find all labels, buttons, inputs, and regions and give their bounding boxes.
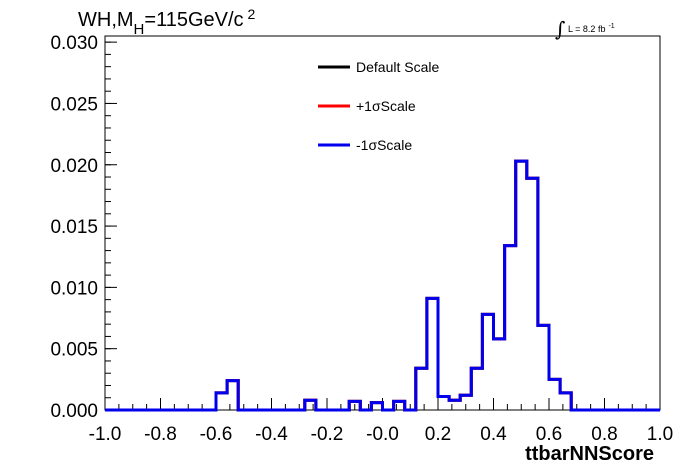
- title-main: WH,M: [78, 9, 134, 31]
- title-sup: 2: [248, 6, 256, 22]
- x-tick-label: 0.6: [536, 424, 562, 445]
- legend-label: +1σScale: [356, 98, 416, 114]
- x-tick-label: -0.4: [255, 424, 288, 445]
- x-tick-label: -0.0: [366, 424, 399, 445]
- legend-label: Default Scale: [356, 59, 439, 75]
- x-tick-label: 0.2: [425, 424, 451, 445]
- legend-label: -1σScale: [356, 137, 412, 153]
- y-tick-label: 0.025: [50, 94, 98, 115]
- y-tick-label: 0.005: [50, 340, 98, 361]
- series-line-3: [105, 159, 660, 412]
- title-rest: =115GeV/c: [144, 9, 243, 31]
- lumi-text: L = 8.2 fb: [568, 24, 605, 34]
- series-line-1: [105, 159, 660, 412]
- x-tick-label: 0.8: [591, 424, 617, 445]
- x-tick-label: -0.2: [311, 424, 344, 445]
- chart-title: WH,MH=115GeV/c 2: [78, 6, 256, 38]
- lumi-label: L = 8.2 fb -1: [568, 23, 615, 34]
- y-tick-label: 0.010: [50, 278, 98, 299]
- lumi-sup: -1: [608, 23, 614, 30]
- axes: -1.0 -0.8 -0.6 -0.4 -0.2 -0.0 0.2 0.4 0.6 0.8 1.0 0…: [50, 33, 673, 445]
- series-line-2: [105, 159, 660, 412]
- integral-symbol: ∫: [555, 17, 565, 41]
- legend: Default Scale +1σScale -1σScale: [318, 59, 439, 153]
- y-tick-label: 0.000: [50, 401, 98, 422]
- series-layer: [105, 159, 660, 412]
- x-axis-label: ttbarNNScore: [525, 443, 654, 465]
- x-tick-label: -0.8: [144, 424, 177, 445]
- y-tick-label: 0.020: [50, 156, 98, 177]
- x-tick-label: 1.0: [647, 424, 673, 445]
- y-tick-label: 0.015: [50, 217, 98, 238]
- plot-frame: [104, 35, 661, 411]
- x-tick-label: -0.6: [200, 424, 233, 445]
- x-tick-label: 0.4: [480, 424, 507, 445]
- title-sub: H: [134, 21, 145, 38]
- y-tick-label: 0.030: [50, 33, 98, 54]
- x-tick-label: -1.0: [89, 424, 122, 445]
